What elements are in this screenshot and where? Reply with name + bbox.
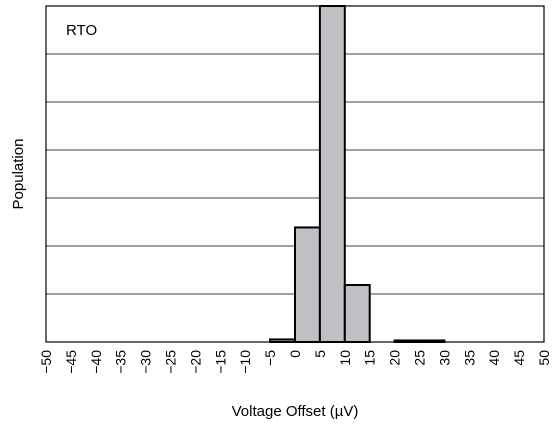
x-tick-label: −30 (138, 350, 154, 374)
plot-frame (45, 5, 545, 343)
x-tick-label: 45 (511, 350, 527, 366)
x-axis-title: Voltage Offset (µV) (232, 403, 359, 420)
x-tick-label: −25 (163, 350, 179, 374)
x-tick-label: 15 (362, 350, 378, 366)
x-tick-label: −50 (38, 350, 54, 374)
x-tick-label: 0 (287, 350, 303, 358)
x-axis-ticks: −50 −45 −40 −35 −30 −25 −20 −15 −10 −5 0 5 10 15 20 25 3… (38, 350, 552, 374)
x-tick-label: 20 (387, 350, 403, 366)
x-tick-label: 35 (461, 350, 477, 366)
x-tick-label: 10 (337, 350, 353, 366)
x-tick-label: −5 (262, 350, 278, 366)
histogram-bars (269, 5, 446, 344)
x-tick-label: −45 (63, 350, 79, 374)
annotation-label: RTO (66, 22, 97, 39)
x-tick-label: −40 (88, 350, 104, 374)
x-tick-label: −10 (237, 350, 253, 374)
x-tick-label: 25 (412, 350, 428, 366)
x-tick-label: 40 (486, 350, 502, 366)
x-tick-label: −15 (212, 350, 228, 374)
histogram-bar (318, 5, 346, 343)
x-tick-label: 50 (536, 350, 552, 366)
x-tick-label: 5 (312, 350, 328, 358)
y-axis-title: Population (10, 139, 27, 210)
histogram-bar (294, 226, 321, 343)
x-tick-label: 30 (436, 350, 452, 366)
histogram-bar (343, 283, 371, 343)
x-tick-label: −20 (187, 350, 203, 374)
x-tick-label: −35 (113, 350, 129, 374)
